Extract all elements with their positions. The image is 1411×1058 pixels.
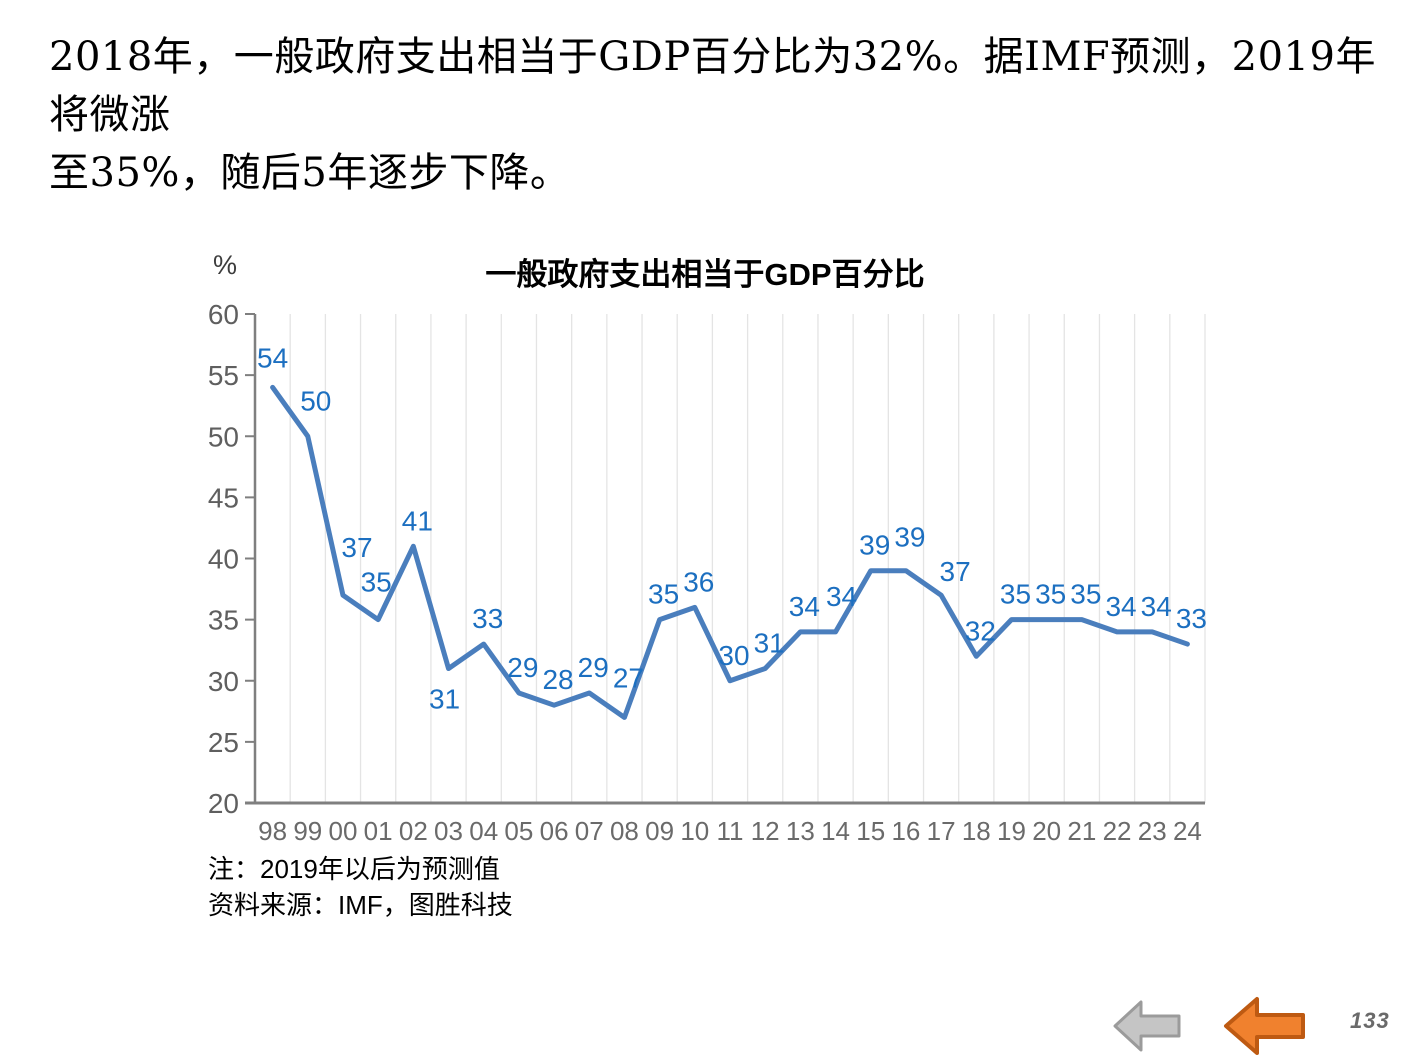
data-label: 54 [257,342,288,373]
y-axis-unit-label: % [213,250,238,280]
chart-notes: 注：2019年以后为预测值 资料来源：IMF，图胜科技 [208,851,513,923]
heading-line-1: 2018年，一般政府支出相当于GDP百分比为32%。据IMF预测，2019年将微… [49,34,1376,138]
heading: 2018年，一般政府支出相当于GDP百分比为32%。据IMF预测，2019年将微… [49,28,1379,202]
y-axis-tick-label: 55 [208,360,239,391]
line-chart: 20 25 30 35 40 45 50 55 60 98 99 00 01 02 03 04 05 06 07 08… [208,299,1207,846]
back-arrow-gray-shape[interactable] [1113,1000,1181,1052]
data-label: 36 [683,566,714,597]
x-axis-tick-label: 21 [1067,816,1096,846]
page-number: 133 [1350,1008,1390,1033]
data-label: 35 [361,567,392,598]
x-axis-tick-label: 17 [927,816,956,846]
data-label: 34 [1105,591,1136,622]
data-label: 37 [341,532,372,563]
y-axis-tick-label: 60 [208,299,239,330]
x-axis-tick-label: 19 [997,816,1026,846]
x-axis-tick-label: 14 [821,816,850,846]
data-label: 41 [402,505,433,536]
x-axis-tick-label: 18 [962,816,991,846]
x-axis-tick-label: 06 [540,816,569,846]
data-label: 29 [507,652,538,683]
data-label: 33 [1176,603,1207,634]
data-label: 29 [578,652,609,683]
x-axis-tick-label: 09 [645,816,674,846]
data-label: 31 [429,684,460,715]
y-axis-tick-label: 50 [208,421,239,452]
x-axis-tick-label: 23 [1138,816,1167,846]
data-label: 39 [894,522,925,553]
x-axis-tick-label: 03 [434,816,463,846]
back-arrow-orange-icon[interactable] [1223,996,1307,1056]
y-axis-tick-label: 25 [208,727,239,758]
x-axis-tick-label: 11 [717,816,744,846]
x-axis-tick-label: 12 [751,816,780,846]
data-label: 34 [826,581,857,612]
x-axis-tick-label: 20 [1032,816,1061,846]
y-axis-tick-label: 35 [208,605,239,636]
x-axis-tick-label: 08 [610,816,639,846]
chart-note-line: 注：2019年以后为预测值 [208,854,500,884]
x-axis-tick-label: 01 [364,816,393,846]
chart-source-line: 资料来源：IMF，图胜科技 [208,890,513,920]
x-axis-tick-label: 16 [891,816,920,846]
x-axis-tick-label: 07 [575,816,604,846]
data-label: 35 [648,579,679,610]
data-label: 30 [718,640,749,671]
y-axis-tick-label: 40 [208,544,239,575]
x-axis-tick-label: 99 [293,816,322,846]
x-axis-tick-label: 98 [258,816,287,846]
x-axis-tick-label: 13 [786,816,815,846]
x-axis-tick-label: 24 [1173,816,1202,846]
heading-line-2: 至35%，随后5年逐步下降。 [49,150,571,196]
data-label: 31 [754,628,785,659]
y-axis-tick-label: 45 [208,482,239,513]
x-axis-tick-label: 15 [856,816,885,846]
y-axis-tick-label: 20 [208,788,239,819]
data-label: 50 [300,385,331,416]
x-axis-tick-label: 04 [469,816,498,846]
x-axis-tick-label: 02 [399,816,428,846]
data-label: 28 [542,664,573,695]
data-label: 32 [965,615,996,646]
data-label: 37 [940,556,971,587]
data-label: 34 [789,591,820,622]
x-axis-tick-label: 05 [504,816,533,846]
data-line [270,384,1190,720]
data-label: 39 [859,530,890,561]
data-label: 35 [1070,579,1101,610]
data-label: 33 [472,603,503,634]
back-arrow-orange-shape[interactable] [1224,997,1305,1055]
x-axis-tick-label: 10 [680,816,709,846]
chart-title: 一般政府支出相当于GDP百分比 [485,257,925,292]
x-axis-tick-label: 22 [1103,816,1132,846]
data-label: 35 [1035,579,1066,610]
data-label: 34 [1141,591,1172,622]
y-axis-tick-label: 30 [208,666,239,697]
data-label: 27 [613,662,644,693]
back-arrow-gray-icon[interactable] [1113,999,1181,1053]
x-axis-tick-label: 00 [329,816,358,846]
data-label: 35 [1000,579,1031,610]
